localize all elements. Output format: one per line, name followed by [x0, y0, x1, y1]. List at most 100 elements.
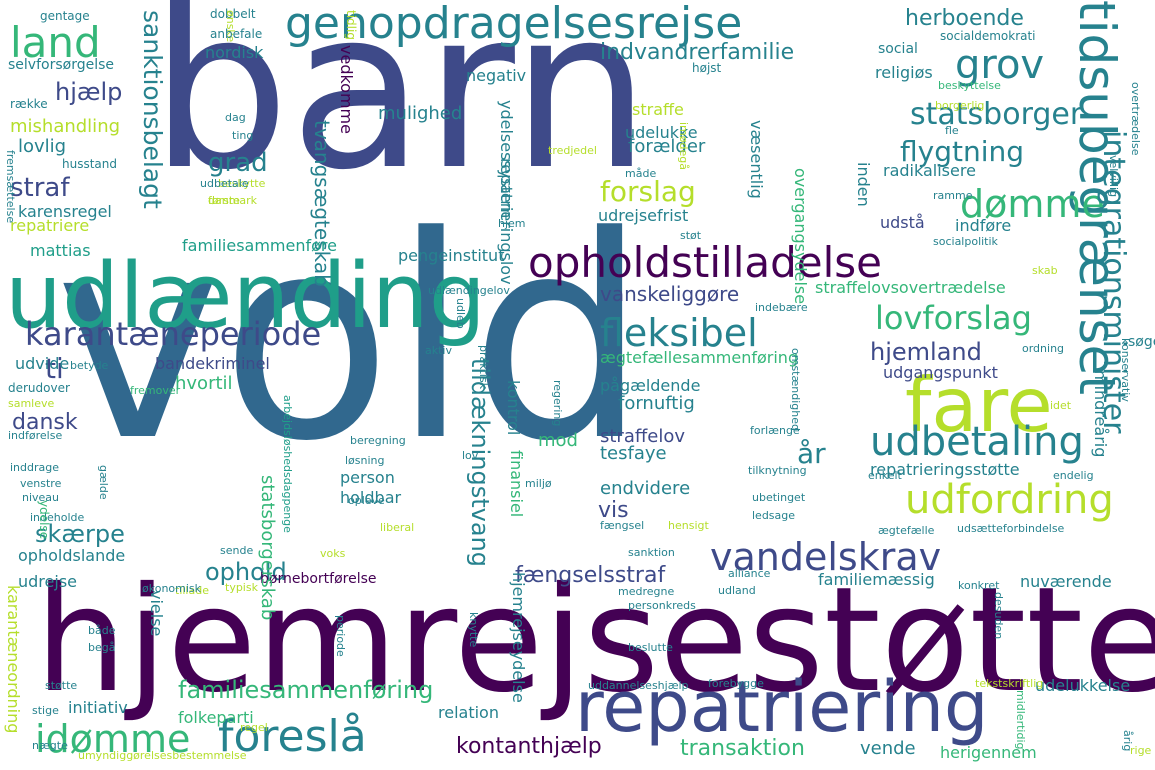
cloud-word: tidsubegrænset [1068, 0, 1126, 395]
cloud-word: rige [1130, 744, 1152, 757]
cloud-word: udbetaling [870, 419, 1084, 465]
cloud-word: ydelse [37, 500, 51, 540]
cloud-word: religiøs [875, 63, 933, 82]
cloud-word: indeholde [30, 511, 85, 524]
cloud-word: tilknytning [748, 464, 807, 477]
cloud-word: år [797, 437, 826, 470]
cloud-word: karantæneordning [4, 585, 23, 734]
cloud-word: ønske [224, 10, 237, 43]
cloud-word: kontrol [504, 380, 523, 436]
cloud-word: vende [860, 738, 916, 759]
cloud-word: danmark [208, 194, 258, 207]
cloud-word: både [88, 624, 116, 637]
cloud-word: mod [538, 430, 578, 451]
cloud-word: miljø [525, 477, 552, 490]
cloud-word: husstand [62, 157, 117, 171]
cloud-word: derudover [8, 381, 70, 395]
cloud-word: genopdragelsesrejse [285, 0, 743, 49]
cloud-word: barn [150, 0, 651, 218]
cloud-word: ophold [205, 558, 287, 586]
cloud-word: udfordring [905, 477, 1114, 523]
cloud-word: radikalisere [883, 161, 976, 180]
cloud-word: gentage [40, 9, 90, 23]
cloud-word: personkreds [628, 599, 696, 612]
cloud-word: repatriering [575, 666, 989, 748]
cloud-word: liberal [380, 521, 415, 534]
cloud-word: forslag [600, 175, 696, 208]
cloud-word: socialdemokrati [940, 29, 1036, 43]
cloud-word: straffe [632, 100, 684, 119]
cloud-word: udrejse [18, 572, 77, 591]
cloud-word: relation [438, 703, 499, 722]
cloud-word: regel [240, 721, 268, 734]
cloud-word: dansk [12, 410, 78, 435]
cloud-word: vanskeliggøre [600, 282, 740, 306]
cloud-word: grov [955, 42, 1045, 88]
cloud-word: lov [462, 449, 479, 462]
cloud-word: mattias [30, 241, 91, 260]
cloud-word: forælder [628, 136, 706, 157]
cloud-word: økonomisk [142, 582, 202, 595]
cloud-word: ting [232, 129, 254, 142]
cloud-word: indvandrerfamilie [600, 40, 795, 65]
cloud-word: hjemrejseydelse [509, 572, 528, 703]
cloud-word: arbejdsløshedsdagpenge [281, 395, 294, 533]
cloud-word: pågældende [600, 376, 701, 395]
cloud-word: ordning [1022, 342, 1065, 355]
cloud-word: samleve [8, 397, 55, 410]
cloud-word: familiemæssig [818, 570, 935, 589]
cloud-word: væsentlig [747, 120, 766, 199]
cloud-word: løsning [345, 454, 385, 467]
cloud-word: nægte [32, 739, 68, 752]
cloud-word: beskytte [218, 177, 266, 190]
cloud-word: socialpolitik [933, 235, 998, 248]
cloud-word: opleve [348, 494, 385, 507]
cloud-word: person [340, 468, 395, 487]
cloud-word: typisk [225, 581, 258, 594]
cloud-word: karantæneperiode [25, 315, 322, 353]
cloud-word: hjælp [55, 78, 123, 106]
cloud-word: årig [1121, 730, 1134, 752]
cloud-word: forebygge [708, 677, 764, 690]
cloud-word: tvangsægteskab [310, 120, 334, 287]
cloud-word: fremsættelse [4, 150, 17, 224]
cloud-word: støt [680, 229, 702, 242]
cloud-word: imødegå [677, 122, 690, 170]
cloud-word: uddannelseshjælp [588, 679, 689, 692]
cloud-word: børnebortførelse [260, 571, 377, 587]
cloud-word: holdbar [340, 488, 402, 507]
cloud-word: udstå [880, 213, 925, 232]
cloud-word: grad [208, 148, 268, 178]
cloud-word: ægtefælle [878, 524, 935, 537]
cloud-word: udelukke [625, 123, 698, 142]
cloud-word: herigennem [940, 743, 1037, 762]
cloud-word: stige [32, 704, 59, 717]
cloud-word: fornuftig [618, 393, 695, 414]
cloud-word: vielse [147, 590, 166, 637]
cloud-word: udgangspunkt [883, 363, 998, 382]
cloud-word: transaktion [680, 736, 805, 761]
cloud-word: fle [945, 124, 959, 137]
cloud-word: omstændighed [789, 348, 802, 432]
cloud-word: flygtning [900, 135, 1025, 168]
cloud-word: hjem [498, 217, 526, 230]
cloud-word: indførelse [8, 429, 63, 442]
cloud-word: niveau [22, 491, 60, 504]
cloud-word: vold [55, 177, 648, 503]
cloud-word: fremover [130, 384, 181, 397]
cloud-word: overtrædelse [1129, 82, 1142, 156]
cloud-word: første [208, 194, 240, 207]
cloud-word: beslutte [628, 641, 673, 654]
cloud-word: indebære [755, 301, 808, 314]
cloud-word: straf [10, 173, 70, 203]
cloud-word: ubetinget [752, 491, 806, 504]
cloud-word: sanktionsbelagt [138, 10, 167, 209]
cloud-word: ydelsessystem [497, 100, 516, 219]
cloud-word: familiesammenføre [182, 236, 337, 255]
cloud-word: inden [854, 162, 873, 207]
cloud-word: beskyttelse [938, 79, 1001, 92]
cloud-word: række [10, 97, 48, 111]
cloud-word: inddrage [10, 461, 60, 474]
cloud-word: ramme [933, 189, 973, 202]
